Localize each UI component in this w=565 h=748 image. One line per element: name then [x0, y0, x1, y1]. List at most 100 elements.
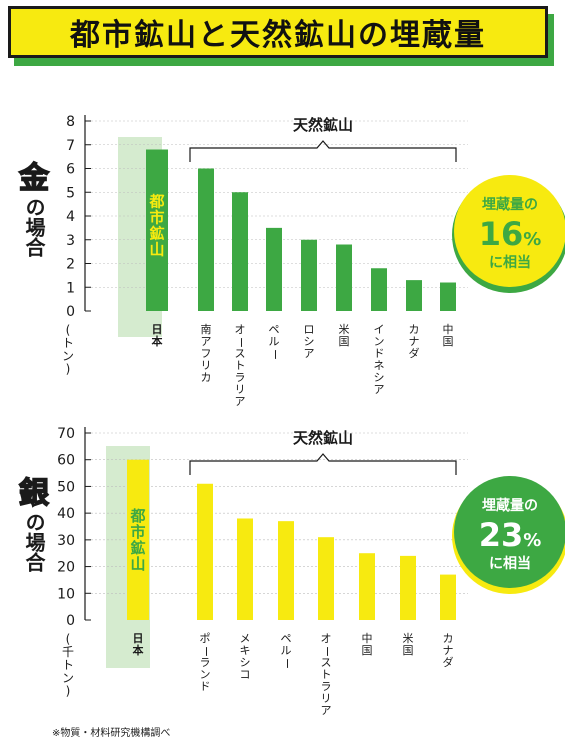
- bar-2: [232, 192, 248, 311]
- svg-text:ー: ー: [200, 646, 213, 657]
- svg-text:ー: ー: [269, 349, 282, 360]
- svg-text:シ: シ: [374, 371, 385, 384]
- bar-4: [318, 537, 334, 620]
- svg-text:ペ: ペ: [269, 323, 280, 336]
- svg-text:国: 国: [443, 335, 454, 348]
- svg-text:ス: ス: [235, 347, 246, 360]
- svg-text:オ: オ: [321, 632, 332, 645]
- svg-text:中: 中: [443, 323, 454, 336]
- natural-mine-bracket: [189, 140, 457, 162]
- svg-text:ア: ア: [304, 347, 315, 360]
- svg-text:国: 国: [403, 644, 414, 657]
- svg-text:ア: ア: [201, 335, 212, 348]
- svg-text:鉱: 鉱: [149, 225, 164, 243]
- page-title: 都市鉱山と天然鉱山の埋蔵量: [70, 18, 486, 53]
- svg-text:市: 市: [149, 209, 164, 227]
- category-label: カナダ: [443, 632, 454, 669]
- svg-text:国: 国: [339, 335, 350, 348]
- title-banner: 都市鉱山と天然鉱山の埋蔵量: [0, 0, 565, 78]
- svg-text:都: 都: [148, 193, 164, 211]
- bar-3: [266, 227, 282, 311]
- bar-6: [400, 555, 416, 620]
- banner-box: 都市鉱山と天然鉱山の埋蔵量: [8, 6, 548, 58]
- natural-mine-label: 天然鉱山: [293, 429, 353, 447]
- y-tick-label: 7: [66, 138, 75, 154]
- bar-7: [406, 280, 422, 311]
- y-tick-label: 10: [57, 586, 75, 602]
- category-label: ペルー: [269, 323, 282, 360]
- svg-text:ー: ー: [235, 337, 248, 348]
- svg-text:ダ: ダ: [443, 655, 454, 669]
- category-label: 米国: [403, 632, 414, 657]
- gold-case-text: の場合: [22, 197, 46, 257]
- bar-4: [301, 239, 317, 311]
- svg-text:イ: イ: [374, 323, 385, 336]
- svg-text:ラ: ラ: [321, 680, 332, 693]
- y-tick-label: 2: [66, 257, 75, 273]
- y-tick-label: 50: [57, 479, 75, 495]
- silver-case-label: 銀 の場合: [14, 476, 54, 572]
- y-tick-label: 5: [66, 185, 75, 201]
- svg-text:鉱: 鉱: [130, 539, 145, 557]
- svg-text:リ: リ: [321, 692, 332, 705]
- svg-text:メ: メ: [240, 632, 251, 645]
- svg-text:日: 日: [152, 323, 163, 336]
- y-tick-label: 8: [66, 114, 75, 130]
- y-tick-label: 3: [66, 233, 75, 249]
- urban-mine-label: 都市鉱山: [148, 193, 164, 259]
- svg-text:カ: カ: [201, 371, 212, 384]
- category-label: ロシア: [304, 323, 315, 360]
- svg-text:ト: ト: [235, 359, 246, 372]
- svg-text:ト: ト: [62, 336, 74, 350]
- svg-text:ア: ア: [321, 704, 332, 717]
- svg-text:シ: シ: [304, 335, 315, 348]
- bar-3: [278, 521, 294, 620]
- bar-1: [197, 483, 213, 620]
- svg-text:ド: ド: [374, 347, 385, 360]
- svg-text:ナ: ナ: [409, 335, 420, 348]
- natural-mine-label: 天然鉱山: [293, 116, 353, 134]
- svg-text:山: 山: [130, 555, 145, 573]
- svg-text:ポ: ポ: [200, 632, 211, 645]
- badge-percent: 16%: [479, 215, 542, 253]
- silver-chart: 010203040506070(千トン)日本ポーランドメキシコペルーオーストラリ…: [57, 426, 565, 717]
- svg-text:ナ: ナ: [443, 644, 454, 657]
- bar-8: [440, 282, 456, 311]
- bar-5: [359, 553, 375, 620]
- svg-text:都: 都: [129, 507, 145, 525]
- svg-text:カ: カ: [443, 632, 454, 645]
- bar-japan: [146, 149, 168, 311]
- svg-text:ン: ン: [200, 668, 211, 681]
- svg-text:ル: ル: [269, 335, 280, 348]
- y-tick-label: 1: [66, 280, 75, 296]
- bar-1: [198, 168, 214, 311]
- badge-circle: [454, 175, 565, 287]
- svg-text:): ): [66, 362, 71, 376]
- svg-text:リ: リ: [201, 359, 212, 372]
- y-tick-label: 4: [66, 209, 75, 225]
- y-tick-label: 70: [57, 426, 75, 442]
- gold-chart: 012345678(トン)日本南アフリカオーストラリアペルーロシア米国インドネシ…: [62, 114, 565, 408]
- y-tick-label: 0: [66, 613, 75, 629]
- svg-text:リ: リ: [235, 383, 246, 396]
- category-label-japan: 日本: [152, 323, 163, 348]
- y-axis-unit-label: (千トン): [62, 632, 74, 698]
- badge-bottom-text: に相当: [489, 555, 531, 572]
- y-tick-label: 30: [57, 533, 75, 549]
- svg-text:ネ: ネ: [374, 359, 385, 372]
- svg-text:本: 本: [133, 643, 144, 657]
- svg-text:ス: ス: [321, 656, 332, 669]
- svg-text:ペ: ペ: [281, 632, 292, 645]
- y-tick-label: 6: [66, 162, 75, 178]
- svg-text:カ: カ: [409, 323, 420, 336]
- svg-text:日: 日: [133, 632, 144, 645]
- svg-text:南: 南: [201, 323, 212, 336]
- svg-text:ー: ー: [321, 646, 334, 657]
- bar-7: [440, 574, 456, 620]
- svg-text:山: 山: [149, 241, 164, 259]
- silver-metal-label: 銀: [18, 476, 50, 511]
- badge-top-text: 埋蔵量の: [482, 497, 538, 514]
